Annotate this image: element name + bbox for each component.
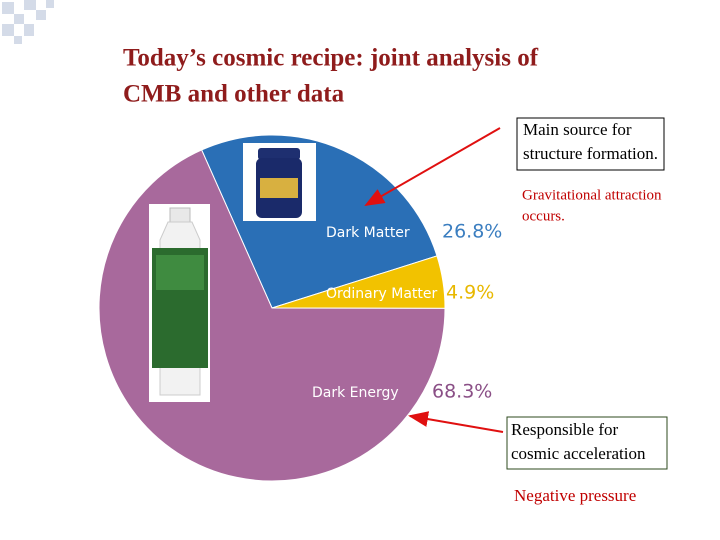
note-text: Responsible for xyxy=(511,420,619,439)
title-line: CMB and other data xyxy=(123,81,345,108)
dark-energy-bottle xyxy=(149,204,210,402)
bullet-squares xyxy=(2,0,54,44)
slice-label: Dark Matter xyxy=(326,225,410,241)
note-box xyxy=(506,416,668,470)
slice-label: Dark Energy xyxy=(312,385,399,401)
arrow xyxy=(408,411,504,433)
note-text: structure formation. xyxy=(523,144,658,163)
dark-matter-bottle xyxy=(243,143,316,221)
note-text: occurs. xyxy=(522,208,565,224)
note-text: Gravitational attraction xyxy=(522,187,662,203)
value-label: 4.9% xyxy=(446,282,494,304)
arrow xyxy=(364,127,501,206)
title-line: Today’s cosmic recipe: joint analysis of xyxy=(123,45,539,72)
note-text: Negative pressure xyxy=(514,486,636,505)
value-label: 26.8% xyxy=(442,221,502,243)
note-text: Main source for xyxy=(523,120,632,139)
slice-label: Ordinary Matter xyxy=(326,286,437,302)
note-text: cosmic acceleration xyxy=(511,444,646,463)
note-box xyxy=(516,117,665,171)
value-label: 68.3% xyxy=(432,381,492,403)
